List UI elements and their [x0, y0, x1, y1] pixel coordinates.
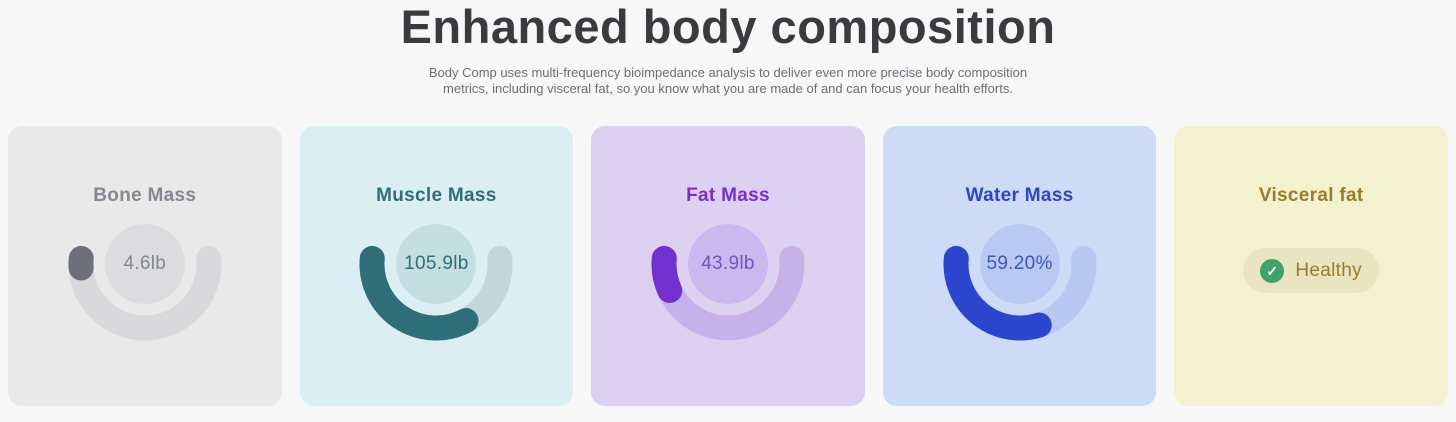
gauge-fill — [943, 245, 1052, 341]
water-mass-gauge: 59.20% — [940, 214, 1100, 344]
gauge-fill — [359, 245, 479, 341]
healthy-badge-label: Healthy — [1295, 259, 1362, 281]
gauge-arc-graphic — [68, 224, 222, 341]
gauge-arc-graphic — [943, 224, 1097, 341]
card-title-water-mass: Water Mass — [965, 185, 1074, 206]
gauge-arc-graphic — [651, 224, 805, 341]
gauge-fill — [651, 245, 683, 303]
bone-mass-value: 4.6lb — [123, 253, 167, 274]
page-title: Enhanced body composition — [400, 0, 1056, 53]
page-subtitle: Body Comp uses multi-frequency bioimpeda… — [428, 65, 1028, 96]
fat-mass-gauge: 43.9lb — [648, 214, 808, 344]
muscle-mass-value: 105.9lb — [404, 253, 469, 274]
healthy-status-badge: ✓ Healthy — [1243, 248, 1379, 293]
gauge-arc-graphic — [359, 224, 513, 341]
card-title-muscle-mass: Muscle Mass — [376, 185, 497, 206]
card-title-bone-mass: Bone Mass — [93, 185, 197, 206]
card-visceral-fat: Visceral fat ✓ Healthy — [1174, 126, 1448, 406]
card-fat-mass: Fat Mass 43.9lb — [591, 126, 865, 406]
card-bone-mass: Bone Mass 4.6lb — [8, 126, 282, 406]
card-title-visceral-fat: Visceral fat — [1258, 185, 1364, 206]
bone-mass-gauge: 4.6lb — [65, 214, 225, 344]
fat-mass-value: 43.9lb — [701, 253, 755, 274]
muscle-mass-gauge: 105.9lb — [356, 214, 516, 344]
card-water-mass: Water Mass 59.20% — [882, 126, 1157, 406]
card-title-fat-mass: Fat Mass — [686, 185, 770, 206]
card-muscle-mass: Muscle Mass 105.9lb — [299, 126, 574, 406]
water-mass-value: 59.20% — [986, 253, 1053, 274]
section-header: Enhanced body composition Body Comp uses… — [0, 0, 1456, 96]
gauge-track — [68, 245, 222, 341]
metric-cards-row: Bone Mass 4.6lb Muscle Mass 105.9lb Fat … — [0, 126, 1456, 406]
check-circle-icon: ✓ — [1260, 258, 1285, 283]
